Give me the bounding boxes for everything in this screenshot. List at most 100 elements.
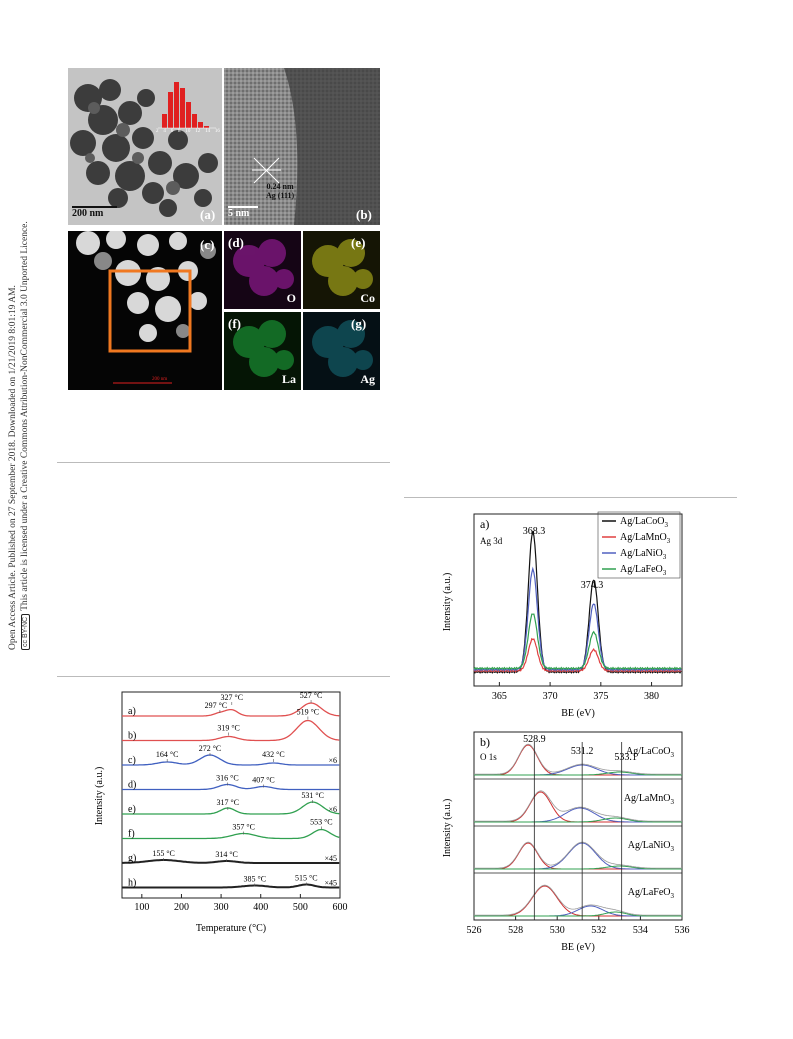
scale-bar-c: 200 nm xyxy=(152,377,168,382)
tpr-peak-label: 553 °C xyxy=(310,818,333,827)
ag-x-ticks: 365 370 375 380 xyxy=(492,682,659,702)
panel-label-f: (f) xyxy=(228,316,241,331)
tpr-multiplier: ×6 xyxy=(328,756,337,765)
tpr-xtick-label: 400 xyxy=(253,902,268,913)
panel-label-g: (g) xyxy=(351,316,367,331)
ag-legend-box xyxy=(597,511,681,579)
cc-badge[interactable]: cc BY-NC xyxy=(21,613,30,650)
haadf-panel-c: 200 nm (c) xyxy=(68,231,222,390)
tpr-xtick-label: 500 xyxy=(293,902,308,913)
haadf-image-c xyxy=(68,231,222,390)
ag-legend-entry: Ag/LaFeO3 xyxy=(620,564,667,577)
ag-spectrum xyxy=(473,566,682,672)
o-fit-component xyxy=(474,817,682,823)
tpr-peak-label: 317 °C xyxy=(217,798,240,807)
tpr-peak-label: 272 °C xyxy=(199,744,222,753)
o-envelope xyxy=(474,884,682,916)
tpr-peak-label: 519 °C xyxy=(297,708,320,717)
o-xtick-label: 526 xyxy=(467,925,482,936)
tpr-peak-label: 527 °C xyxy=(300,691,323,700)
tpr-curve xyxy=(122,828,340,840)
ag-xtick-label: 370 xyxy=(543,691,558,702)
o-peak-label: 528.9 xyxy=(523,734,546,745)
o-curves: Ag/LaCoO3 Ag/LaMnO3 Ag/LaNiO3 Ag/LaFeO3 528.… xyxy=(474,734,682,920)
lattice-annotation: 0.24 nm Ag (111) xyxy=(266,182,295,200)
divider-left-1 xyxy=(57,462,390,463)
ag-spectrum xyxy=(473,637,682,673)
o-panel-label: b) xyxy=(480,735,490,749)
ag-ylabel: Intensity (a.u.) xyxy=(442,573,453,632)
element-label-o: O xyxy=(286,291,296,305)
tpr-multiplier: ×45 xyxy=(324,879,337,888)
ag-panel-label: a) xyxy=(480,517,489,531)
tpr-multiplier: ×45 xyxy=(324,854,337,863)
scale-line-a xyxy=(72,206,117,208)
o-fit-component xyxy=(474,807,682,823)
element-label-co: Co xyxy=(360,291,375,305)
ag-legend-entry: Ag/LaMnO3 xyxy=(620,532,671,545)
licence-line-2: cc BY-NCThis article is licensed under a… xyxy=(20,221,30,650)
xps-o1s-chart: 526 528 530 532 534 536 Ag/LaCoO3 Ag/LaMnO3 Ag/… xyxy=(436,728,690,954)
o-xtick-label: 532 xyxy=(591,925,606,936)
tpr-curve-label: b) xyxy=(128,731,136,742)
tpr-curve xyxy=(122,702,340,717)
tpr-peak-label: 316 °C xyxy=(216,774,239,783)
tpr-curve xyxy=(122,859,340,864)
divider-right-1 xyxy=(404,497,737,498)
o-xlabel: BE (eV) xyxy=(561,942,595,953)
tpr-xlabel: Temperature (°C) xyxy=(196,923,266,934)
tpr-peak-label: 432 °C xyxy=(262,750,285,759)
size-histogram xyxy=(158,82,216,129)
selection-box xyxy=(108,269,192,353)
scale-line-b xyxy=(228,206,258,208)
tpr-curve xyxy=(122,754,340,766)
o-sample-label: Ag/LaFeO3 xyxy=(628,887,675,900)
eds-map-ag: (g) Ag xyxy=(303,312,380,390)
tpr-curve-label: a) xyxy=(128,706,136,717)
o-xtick-label: 534 xyxy=(633,925,648,936)
tpr-peak-label: 385 °C xyxy=(244,875,267,884)
tpr-curve-label: c) xyxy=(128,755,136,766)
o-envelope xyxy=(474,790,682,822)
tpr-curve-label: d) xyxy=(128,780,136,791)
eds-map-la: (f) La xyxy=(224,312,301,390)
tpr-curve xyxy=(122,783,340,791)
tpr-peak-label: 357 °C xyxy=(232,823,255,832)
o-peak-label: 533.1 xyxy=(614,752,637,763)
o-x-ticks: 526 528 530 532 534 536 xyxy=(467,916,690,936)
tpr-curve-label: h) xyxy=(128,878,136,889)
o-xtick-label: 528 xyxy=(508,925,523,936)
o-sample-label: Ag/LaCoO3 xyxy=(626,746,674,759)
tem-figure: 2 4 6 8 10 12 14 16 200 nm (a) 0.24 nm Ag (111)… xyxy=(68,68,380,390)
tpr-curve-label: e) xyxy=(128,804,136,815)
histogram-ticks: 2 4 6 8 10 12 14 16 xyxy=(156,129,220,134)
scale-bar-b: 5 nm xyxy=(228,208,250,219)
o-xtick-label: 530 xyxy=(550,925,565,936)
tem-panel-b: 0.24 nm Ag (111) 5 nm (b) xyxy=(224,68,380,225)
tpr-xtick-label: 200 xyxy=(174,902,189,913)
tpr-peak-label: 407 °C xyxy=(252,776,275,785)
ag-plot-frame xyxy=(473,513,683,687)
xps-ag3d-svg: 365 370 375 380 a) Ag 3d 368.3 374.3 Ag/LaC… xyxy=(442,511,683,719)
panel-label-d: (d) xyxy=(228,235,244,250)
ag-xtick-label: 380 xyxy=(644,691,659,702)
ag-xtick-label: 375 xyxy=(593,691,608,702)
tpr-ylabel: Intensity (a.u.) xyxy=(94,767,105,826)
tpr-multiplier: ×6 xyxy=(328,805,337,814)
tem-image-a xyxy=(68,68,222,225)
ag-curves xyxy=(473,531,682,674)
tpr-peak-label: 327 °C xyxy=(221,693,244,702)
scale-bar-a: 200 nm xyxy=(72,208,104,219)
xps-ag3d-chart: 365 370 375 380 a) Ag 3d 368.3 374.3 Ag/LaC… xyxy=(436,510,690,720)
divider-left-2 xyxy=(57,676,390,677)
ag-legend-entry: Ag/LaCoO3 xyxy=(620,516,668,529)
ag-region-label: Ag 3d xyxy=(480,536,503,546)
o-envelope xyxy=(474,743,682,775)
ag-xlabel: BE (eV) xyxy=(561,708,595,719)
tpr-curve xyxy=(122,883,340,889)
panel-label-a: (a) xyxy=(200,207,216,222)
licence-sidebar: Open Access Article. Published on 27 Sep… xyxy=(8,130,30,660)
o-xtick-label: 536 xyxy=(675,925,690,936)
ag-peak-label-1: 368.3 xyxy=(523,526,546,537)
